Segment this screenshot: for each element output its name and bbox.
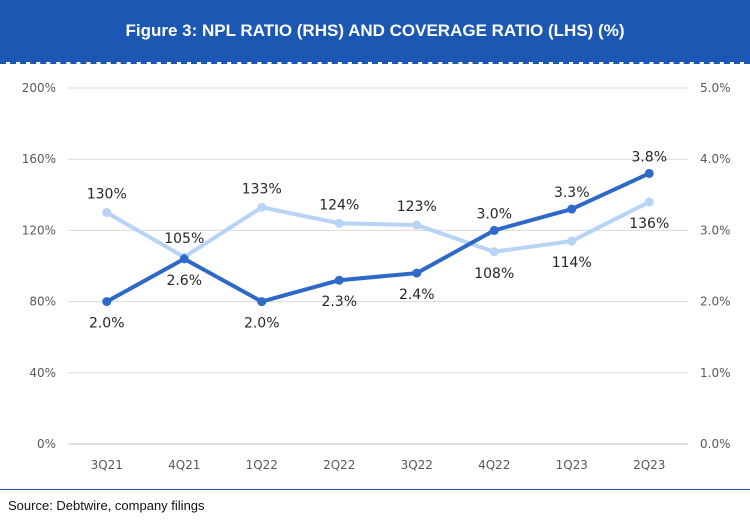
coverage-data-label: 114% (552, 255, 592, 271)
line-chart: 0% 40% 80% 120% 160% 200% 0.0% 1.0% 2.0% 3.0% 4.0%… (22, 81, 731, 472)
npl-data-label: 2.4% (399, 287, 435, 303)
y-right-tick-label: 3.0% (700, 223, 731, 237)
coverage-data-label: 130% (87, 187, 127, 203)
y-left-tick-label: 80% (29, 295, 56, 309)
coverage-ratio-point (412, 220, 422, 230)
x-tick-label: 2Q23 (633, 458, 665, 472)
npl-ratio-point (334, 275, 344, 285)
x-tick-label: 2Q22 (323, 458, 355, 472)
coverage-ratio-point (567, 236, 577, 246)
coverage-data-label: 136% (629, 216, 669, 232)
npl-ratio-point (257, 297, 267, 307)
npl-data-label: 3.0% (476, 206, 512, 222)
y-right-tick-label: 1.0% (700, 366, 731, 380)
y-right-tick-label: 5.0% (700, 81, 731, 95)
x-tick-label: 1Q23 (556, 458, 588, 472)
x-tick-label: 4Q21 (168, 458, 200, 472)
npl-ratio-point (102, 297, 112, 307)
y-left-tick-label: 120% (22, 223, 56, 237)
coverage-ratio-line (105, 200, 651, 260)
source-note: Source: Debtwire, company filings (8, 498, 205, 513)
npl-ratio-point (489, 225, 499, 235)
y-left-tick-label: 200% (22, 81, 56, 95)
coverage-data-label: 105% (164, 231, 204, 247)
y-left-tick-label: 40% (29, 366, 56, 380)
npl-data-label: 3.3% (554, 185, 590, 201)
figure-title: Figure 3: NPL RATIO (RHS) AND COVERAGE R… (125, 21, 625, 40)
footer-divider (0, 489, 750, 490)
coverage-ratio-point (102, 208, 112, 218)
npl-data-label: 2.6% (166, 273, 202, 289)
x-tick-label: 3Q21 (91, 458, 123, 472)
npl-ratio-line (105, 171, 651, 304)
npl-ratio-point (412, 268, 422, 278)
y-right-tick-label: 4.0% (700, 152, 731, 166)
coverage-data-label: 133% (242, 181, 282, 197)
npl-data-label: 2.0% (89, 316, 125, 332)
coverage-data-label: 108% (474, 266, 514, 282)
y-right-tick-label: 2.0% (700, 295, 731, 309)
y-right-tick-label: 0.0% (700, 437, 731, 451)
coverage-ratio-point (489, 247, 499, 257)
coverage-ratio-point (334, 218, 344, 228)
npl-ratio-point (567, 204, 577, 214)
y-left-tick-label: 0% (37, 437, 56, 451)
coverage-data-label: 123% (397, 199, 437, 215)
coverage-data-label: 124% (319, 197, 359, 213)
y-left-tick-label: 160% (22, 152, 56, 166)
x-tick-label: 3Q22 (401, 458, 433, 472)
x-tick-label: 4Q22 (478, 458, 510, 472)
title-divider (0, 62, 750, 64)
coverage-ratio-point (644, 197, 654, 207)
npl-ratio-point (644, 168, 654, 178)
npl-data-label: 2.3% (321, 294, 357, 310)
chart-area: 0% 40% 80% 120% 160% 200% 0.0% 1.0% 2.0% 3.0% 4.0%… (0, 64, 750, 488)
npl-ratio-point (179, 254, 189, 264)
figure-title-bar: Figure 3: NPL RATIO (RHS) AND COVERAGE R… (0, 0, 750, 62)
x-tick-label: 1Q22 (246, 458, 278, 472)
npl-data-label: 2.0% (244, 316, 280, 332)
npl-data-label: 3.8% (631, 149, 667, 165)
coverage-ratio-point (257, 202, 267, 212)
